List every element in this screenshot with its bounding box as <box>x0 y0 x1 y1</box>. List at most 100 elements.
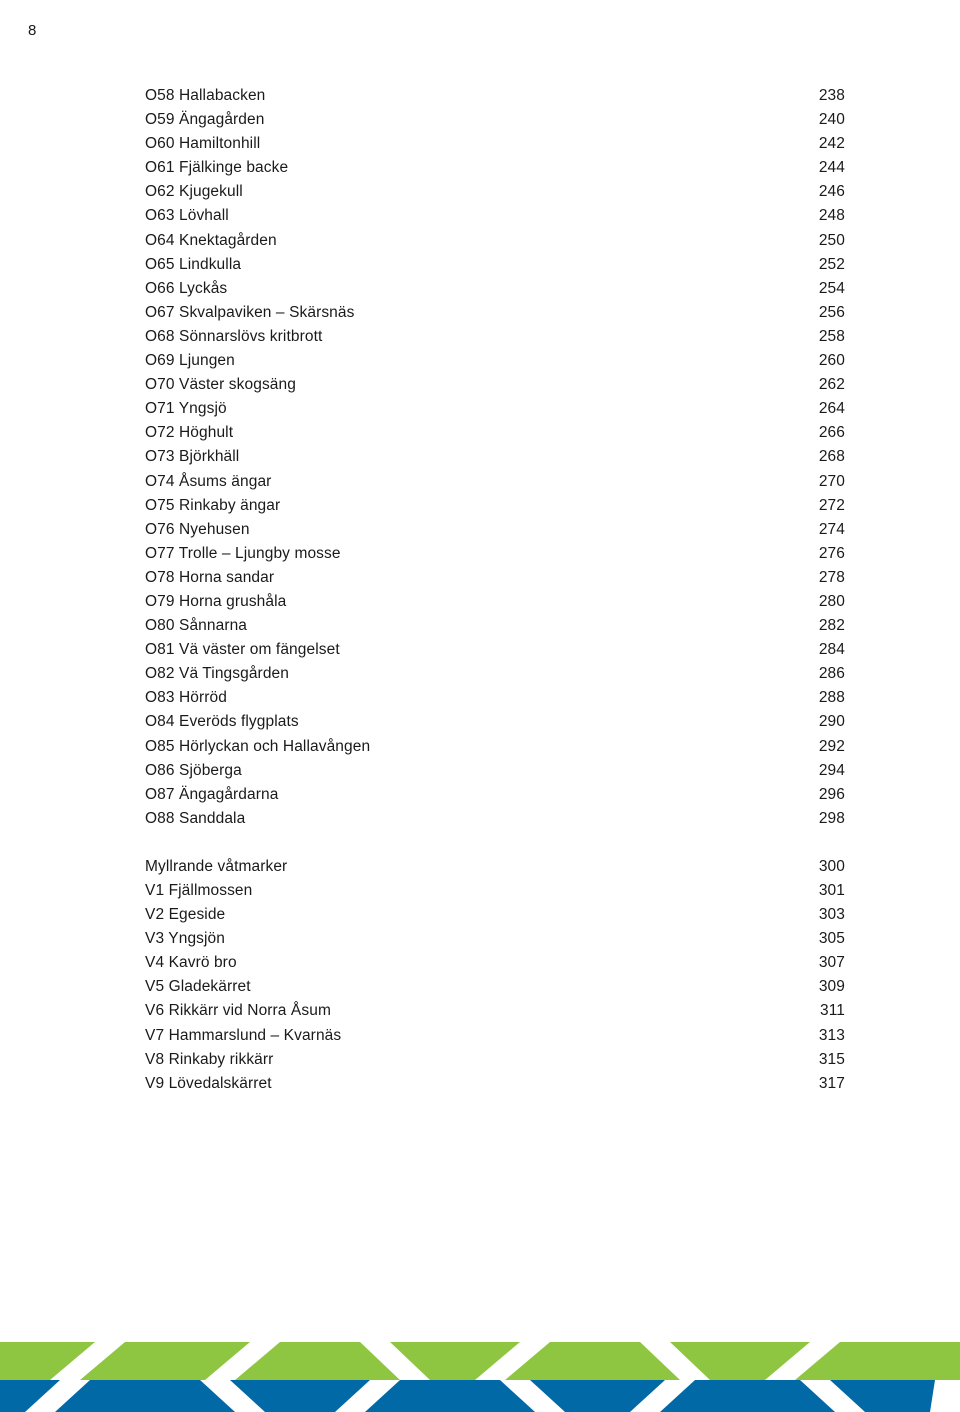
toc-page: 266 <box>819 421 845 445</box>
toc-row: O62 Kjugekull 246 <box>145 180 845 204</box>
toc-label: O63 Lövhall <box>145 204 229 228</box>
toc-label: V5 Gladekärret <box>145 975 251 999</box>
toc-label: O88 Sanddala <box>145 807 245 831</box>
toc-page: 307 <box>819 951 845 975</box>
toc-label: O86 Sjöberga <box>145 759 242 783</box>
toc-row: V9 Lövedalskärret 317 <box>145 1072 845 1096</box>
toc-row: O60 Hamiltonhill 242 <box>145 132 845 156</box>
toc-row: O85 Hörlyckan och Hallavången 292 <box>145 735 845 759</box>
toc-row: O78 Horna sandar 278 <box>145 566 845 590</box>
toc-label: V6 Rikkärr vid Norra Åsum <box>145 999 331 1023</box>
toc-label: O71 Yngsjö <box>145 397 227 421</box>
toc-row: O75 Rinkaby ängar272 <box>145 494 845 518</box>
toc-label: V2 Egeside <box>145 903 225 927</box>
toc-row: O70 Väster skogsäng262 <box>145 373 845 397</box>
toc-label: V9 Lövedalskärret <box>145 1072 272 1096</box>
toc-page: 301 <box>819 879 845 903</box>
toc-page: 292 <box>819 735 845 759</box>
toc-label: O65 Lindkulla <box>145 253 241 277</box>
toc-row: O66 Lyckås254 <box>145 277 845 301</box>
toc-label: O78 Horna sandar <box>145 566 274 590</box>
toc-row: O82 Vä Tingsgården 286 <box>145 662 845 686</box>
toc-row: O84 Everöds flygplats290 <box>145 710 845 734</box>
toc-label: O85 Hörlyckan och Hallavången <box>145 735 370 759</box>
toc-label: O74 Åsums ängar <box>145 470 271 494</box>
toc-label: V7 Hammarslund – Kvarnäs <box>145 1024 341 1048</box>
toc-row: O72 Höghult 266 <box>145 421 845 445</box>
toc-row: O88 Sanddala 298 <box>145 807 845 831</box>
toc-page: 270 <box>819 470 845 494</box>
toc-label: O61 Fjälkinge backe <box>145 156 288 180</box>
toc-label: O82 Vä Tingsgården <box>145 662 289 686</box>
toc-page: 240 <box>819 108 845 132</box>
toc-row: O76 Nyehusen274 <box>145 518 845 542</box>
toc-row: V7 Hammarslund – Kvarnäs 313 <box>145 1024 845 1048</box>
toc-row: O58 Hallabacken238 <box>145 84 845 108</box>
toc-page: 313 <box>819 1024 845 1048</box>
toc-page: 311 <box>820 999 845 1023</box>
toc-page: 254 <box>819 277 845 301</box>
toc-label: O87 Ängagårdarna <box>145 783 278 807</box>
toc-row: O74 Åsums ängar 270 <box>145 470 845 494</box>
toc-row: O79 Horna grushåla280 <box>145 590 845 614</box>
toc-page: 262 <box>819 373 845 397</box>
toc-page: 256 <box>819 301 845 325</box>
toc-row: O68 Sönnarslövs kritbrott 258 <box>145 325 845 349</box>
toc-row: O71 Yngsjö 264 <box>145 397 845 421</box>
toc-row: Myllrande våtmarker 300 <box>145 855 845 879</box>
toc-label: O67 Skvalpaviken – Skärsnäs <box>145 301 354 325</box>
toc-label: Myllrande våtmarker <box>145 855 287 879</box>
toc-label: V8 Rinkaby rikkärr <box>145 1048 273 1072</box>
toc-row: O67 Skvalpaviken – Skärsnäs 256 <box>145 301 845 325</box>
toc-page: 317 <box>819 1072 845 1096</box>
toc-row: O65 Lindkulla 252 <box>145 253 845 277</box>
toc-row: O83 Hörröd288 <box>145 686 845 710</box>
toc-page: 246 <box>819 180 845 204</box>
toc-page: 296 <box>819 783 845 807</box>
toc-page: 248 <box>819 204 845 228</box>
toc-row: O73 Björkhäll 268 <box>145 445 845 469</box>
toc-label: O69 Ljungen <box>145 349 235 373</box>
toc-row: V8 Rinkaby rikkärr315 <box>145 1048 845 1072</box>
toc-label: O62 Kjugekull <box>145 180 243 204</box>
toc-page: 294 <box>819 759 845 783</box>
section-gap <box>145 831 845 855</box>
toc-label: V1 Fjällmossen <box>145 879 252 903</box>
toc-page: 264 <box>819 397 845 421</box>
toc-label: O72 Höghult <box>145 421 233 445</box>
toc-row: O63 Lövhall 248 <box>145 204 845 228</box>
toc-row: O77 Trolle – Ljungby mosse276 <box>145 542 845 566</box>
toc-page: 252 <box>819 253 845 277</box>
toc-page: 274 <box>819 518 845 542</box>
toc-page: 284 <box>819 638 845 662</box>
toc-row: O87 Ängagårdarna 296 <box>145 783 845 807</box>
footer-graphic <box>0 1330 960 1412</box>
toc-row: O61 Fjälkinge backe244 <box>145 156 845 180</box>
toc-row: V1 Fjällmossen 301 <box>145 879 845 903</box>
toc-page: 238 <box>819 84 845 108</box>
toc-label: O68 Sönnarslövs kritbrott <box>145 325 322 349</box>
toc-page: 300 <box>819 855 845 879</box>
toc-label: O81 Vä väster om fängelset <box>145 638 340 662</box>
toc-page: 268 <box>819 445 845 469</box>
toc-page: 250 <box>819 229 845 253</box>
toc-page: 242 <box>819 132 845 156</box>
toc-page: 258 <box>819 325 845 349</box>
toc-row: O81 Vä väster om fängelset 284 <box>145 638 845 662</box>
toc-page: 260 <box>819 349 845 373</box>
toc-label: O73 Björkhäll <box>145 445 239 469</box>
toc-label: O83 Hörröd <box>145 686 227 710</box>
toc-page: 278 <box>819 566 845 590</box>
toc-page: 305 <box>819 927 845 951</box>
toc-page: 303 <box>819 903 845 927</box>
toc-page: 286 <box>819 662 845 686</box>
toc-content: O58 Hallabacken238O59 Ängagården240O60 H… <box>145 84 845 1096</box>
toc-page: 298 <box>819 807 845 831</box>
toc-label: O60 Hamiltonhill <box>145 132 260 156</box>
toc-row: V5 Gladekärret 309 <box>145 975 845 999</box>
toc-row: V6 Rikkärr vid Norra Åsum 311 <box>145 999 845 1023</box>
toc-row: O86 Sjöberga 294 <box>145 759 845 783</box>
toc-page: 309 <box>819 975 845 999</box>
toc-page: 280 <box>819 590 845 614</box>
toc-row: V4 Kavrö bro307 <box>145 951 845 975</box>
